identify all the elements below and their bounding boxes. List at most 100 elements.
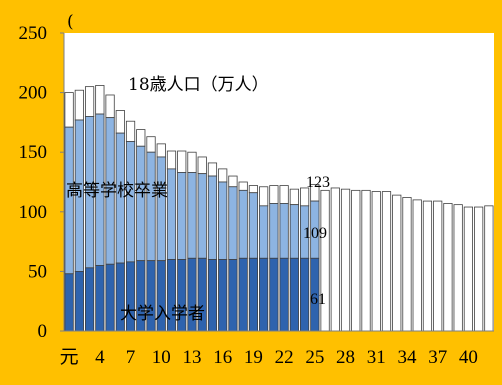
x-tick-label: 19 bbox=[244, 347, 263, 368]
bar-population bbox=[412, 199, 422, 332]
bar-graduates bbox=[156, 156, 166, 262]
bar-population bbox=[351, 189, 361, 332]
bar-population bbox=[422, 200, 433, 332]
bar-entrants bbox=[64, 273, 74, 332]
bar-population bbox=[269, 185, 279, 204]
bar-population bbox=[95, 85, 105, 115]
bar-population bbox=[156, 143, 166, 158]
x-tick-label: 34 bbox=[397, 347, 417, 368]
bar-graduates bbox=[289, 204, 299, 259]
plot-area bbox=[64, 33, 494, 331]
population-series-label: 18歳人口（万人） bbox=[128, 75, 269, 95]
bar-graduates bbox=[269, 203, 279, 259]
bar-population bbox=[228, 175, 238, 188]
x-tick-label: 31 bbox=[367, 347, 386, 368]
data-label-entrants-last: 61 bbox=[310, 291, 326, 308]
bar-population bbox=[453, 204, 463, 332]
bar-population bbox=[74, 89, 84, 121]
x-tick-label: 10 bbox=[152, 347, 171, 368]
bar-population bbox=[443, 203, 453, 332]
x-tick-label: 16 bbox=[213, 347, 232, 368]
x-tick-label: 22 bbox=[275, 347, 294, 368]
bar-population bbox=[484, 205, 494, 332]
bar-entrants bbox=[279, 257, 289, 332]
bar-population bbox=[381, 191, 392, 332]
bar-population bbox=[474, 206, 484, 332]
bar-population bbox=[330, 187, 340, 332]
bar-graduates bbox=[248, 192, 259, 259]
bar-population bbox=[371, 191, 381, 332]
unit-note: ( bbox=[67, 12, 74, 32]
x-tick-label: 元 bbox=[60, 347, 79, 368]
bar-entrants bbox=[228, 259, 238, 332]
bar-graduates bbox=[207, 175, 218, 260]
bar-population bbox=[238, 181, 248, 191]
bar-population bbox=[207, 162, 218, 177]
x-tick-label: 37 bbox=[428, 347, 447, 368]
bar-entrants bbox=[105, 263, 115, 332]
bar-population bbox=[361, 189, 371, 332]
x-tick-label: 40 bbox=[459, 347, 478, 368]
bar-graduates bbox=[238, 189, 248, 259]
x-tick-label: 4 bbox=[95, 347, 105, 368]
bar-graduates bbox=[228, 186, 238, 260]
y-tick-label: 200 bbox=[19, 83, 48, 104]
x-ticks-group: 元 4 7 10 13 16 19 22 25 28 31 34 37 40 bbox=[60, 347, 478, 368]
bar-graduates bbox=[146, 151, 156, 262]
bar-entrants bbox=[289, 257, 299, 332]
bar-population bbox=[463, 206, 474, 332]
bar-graduates bbox=[166, 168, 177, 260]
bar-entrants bbox=[299, 257, 310, 332]
bar-population bbox=[166, 150, 177, 170]
bar-population bbox=[433, 200, 443, 332]
y-tick-label: 100 bbox=[19, 202, 48, 223]
graduates-series-label: 高等学校卒業 bbox=[66, 181, 168, 201]
bar-graduates bbox=[187, 172, 197, 259]
y-tick-label: 150 bbox=[19, 142, 48, 163]
bar-entrants bbox=[218, 259, 228, 332]
bar-graduates bbox=[177, 172, 187, 260]
bar-population bbox=[279, 185, 289, 204]
bar-graduates bbox=[279, 203, 289, 259]
x-tick-label: 13 bbox=[182, 347, 201, 368]
bar-entrants bbox=[74, 270, 84, 332]
bar-population bbox=[187, 151, 197, 173]
bar-population bbox=[259, 186, 269, 207]
bar-population bbox=[197, 156, 207, 175]
data-label-graduates-last: 109 bbox=[303, 225, 327, 242]
bar-graduates bbox=[259, 205, 269, 259]
data-label-population-last: 123 bbox=[306, 174, 330, 191]
x-tick-label: 7 bbox=[126, 347, 136, 368]
bar-entrants bbox=[269, 257, 279, 332]
bar-population bbox=[125, 120, 136, 142]
bar-population bbox=[392, 194, 402, 332]
bar-entrants bbox=[207, 259, 218, 332]
bar-population bbox=[248, 185, 259, 194]
bar-population bbox=[218, 168, 228, 183]
bar-population bbox=[115, 110, 125, 134]
y-tick-label: 250 bbox=[19, 23, 48, 44]
x-tick-label: 28 bbox=[336, 347, 355, 368]
bar-entrants bbox=[84, 267, 95, 332]
bar-population bbox=[136, 129, 146, 147]
bar-graduates bbox=[197, 173, 207, 259]
bar-graduates bbox=[136, 145, 146, 262]
bar-entrants bbox=[248, 257, 259, 332]
bar-entrants bbox=[259, 257, 269, 332]
bar-population bbox=[340, 188, 351, 332]
entrants-series-label: 大学入学者 bbox=[120, 304, 205, 324]
bar-graduates bbox=[125, 141, 136, 263]
bar-population bbox=[177, 150, 187, 173]
bar-population bbox=[289, 188, 299, 206]
bar-entrants bbox=[95, 265, 105, 332]
y-tick-label: 0 bbox=[38, 321, 48, 342]
bar-entrants bbox=[238, 257, 248, 332]
bar-population bbox=[105, 94, 115, 119]
bar-graduates bbox=[218, 181, 228, 260]
bar-population bbox=[402, 197, 412, 332]
bar-population bbox=[64, 92, 74, 128]
bar-population bbox=[146, 136, 156, 153]
y-tick-label: 50 bbox=[28, 261, 47, 282]
